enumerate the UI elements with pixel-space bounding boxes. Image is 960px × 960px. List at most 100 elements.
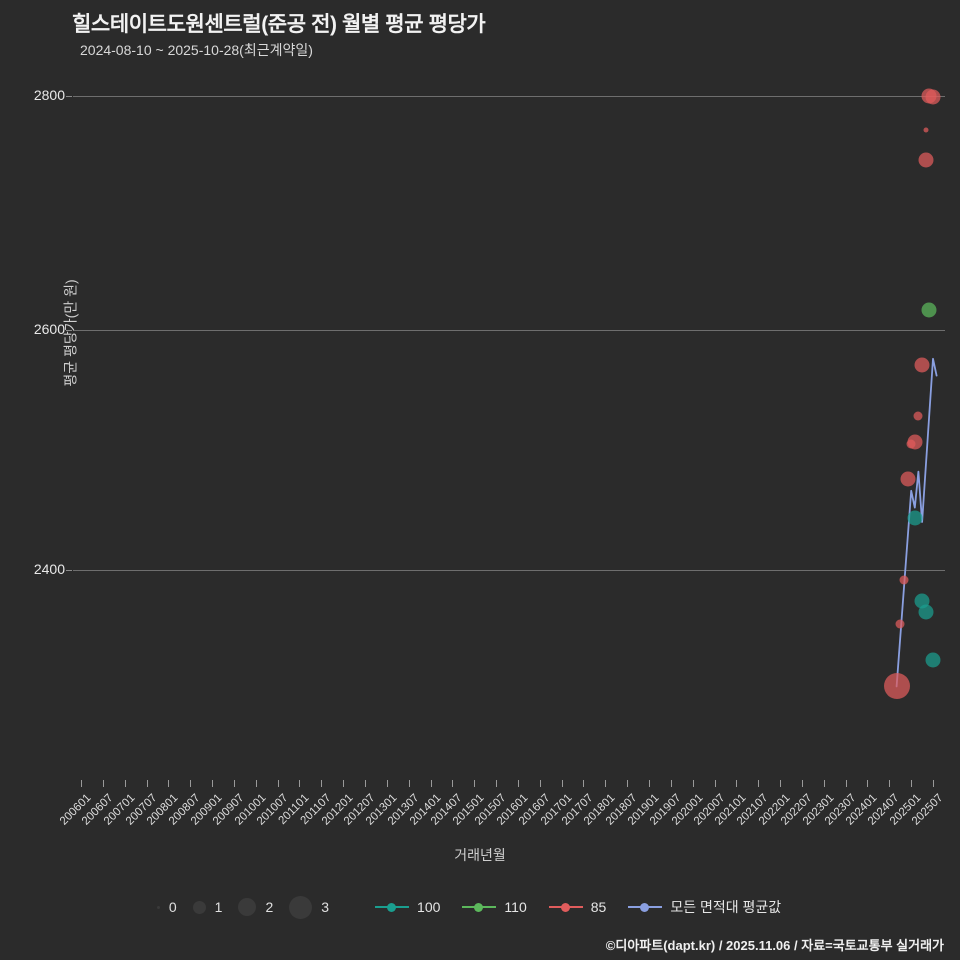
legend-item[interactable]: 100: [375, 899, 440, 915]
x-tick-mark: [736, 780, 738, 787]
x-tick-mark: [780, 780, 782, 787]
average-line: [895, 357, 938, 688]
size-legend-bubble: [289, 895, 313, 919]
x-tick-mark: [102, 780, 104, 787]
x-axis: 200601 200607 200701 200707 200801 200807 2009…: [58, 780, 945, 870]
x-tick-mark: [845, 780, 847, 787]
size-legend-item: 1: [192, 899, 223, 915]
x-tick-mark: [539, 780, 541, 787]
x-tick-mark: [321, 780, 323, 787]
x-tick-mark: [670, 780, 672, 787]
data-bubble[interactable]: [918, 152, 934, 168]
legend-marker-icon: [628, 901, 663, 913]
x-tick-mark: [583, 780, 585, 787]
data-bubble[interactable]: [883, 673, 910, 700]
x-tick-mark: [561, 780, 563, 787]
gridline: [73, 330, 945, 331]
page-title: 힐스테이트도원센트럴(준공 전) 월별 평균 평당가: [72, 13, 486, 36]
data-bubble[interactable]: [907, 510, 923, 526]
data-bubble[interactable]: [907, 434, 923, 450]
x-tick-mark: [190, 780, 192, 787]
data-bubble[interactable]: [925, 652, 941, 668]
x-tick-mark: [933, 780, 934, 787]
footer-credit: ©디아파트(dapt.kr) / 2025.11.06 / 자료=국토교통부 실…: [605, 938, 944, 953]
data-bubble[interactable]: [923, 127, 929, 133]
x-tick-mark: [823, 780, 825, 787]
x-tick-mark: [867, 780, 869, 787]
size-legend-bubble: [238, 898, 257, 916]
x-tick-mark: [801, 780, 803, 787]
size-legend-label: 0: [168, 899, 177, 915]
x-tick-mark: [517, 780, 519, 787]
legend-item[interactable]: 110: [462, 899, 527, 915]
x-tick-mark: [343, 780, 345, 787]
legend-marker-icon: [462, 901, 497, 913]
x-tick-mark: [605, 780, 607, 787]
bubble-series: [73, 88, 945, 700]
size-legend: 0 1 2 3: [156, 895, 345, 919]
x-axis-title: 거래년월: [454, 847, 506, 863]
x-tick-mark: [911, 780, 913, 787]
x-tick-mark: [714, 780, 716, 787]
size-legend-label: 2: [265, 899, 274, 915]
y-tick-mark: [66, 570, 72, 571]
legend-item[interactable]: 85: [548, 899, 607, 915]
x-tick-mark: [365, 780, 366, 787]
x-tick-mark: [889, 780, 891, 787]
x-tick-mark: [758, 780, 760, 787]
x-tick-mark: [408, 780, 410, 787]
legend-marker-icon: [375, 901, 410, 913]
x-tick-mark: [386, 780, 388, 787]
x-tick-mark: [233, 780, 235, 787]
legend-marker-icon: [548, 901, 583, 913]
size-legend-item: 3: [289, 895, 330, 919]
x-tick-mark: [81, 780, 82, 787]
y-tick-label: 2600: [33, 321, 65, 337]
size-legend-label: 3: [321, 899, 330, 915]
legend: 0 1 2 3 100 110 85 모든 면적대 평균값: [0, 890, 960, 924]
x-tick-mark: [212, 780, 214, 787]
size-legend-item: 2: [238, 898, 273, 916]
average-line-path: [895, 357, 938, 688]
chart-subtitle: 2024-08-10 ~ 2025-10-28(최근계약일): [80, 42, 313, 58]
x-tick-mark: [452, 780, 454, 787]
x-tick-mark: [496, 780, 498, 787]
legend-label: 모든 면적대 평균값: [670, 899, 782, 915]
size-legend-label: 1: [214, 899, 223, 915]
x-tick-mark: [430, 780, 432, 787]
size-legend-bubble: [192, 900, 206, 914]
data-bubble[interactable]: [900, 471, 915, 487]
x-tick-mark: [146, 780, 148, 787]
legend-label: 85: [590, 899, 607, 915]
series-legend: 100 110 85 모든 면적대 평균값: [375, 897, 803, 917]
x-tick-mark: [299, 780, 301, 787]
legend-label: 100: [417, 899, 441, 915]
data-bubble[interactable]: [899, 575, 909, 585]
x-tick-mark: [649, 780, 650, 787]
size-legend-bubble: [156, 905, 160, 909]
x-tick-mark: [277, 780, 279, 787]
data-bubble[interactable]: [925, 89, 941, 105]
x-tick-mark: [627, 780, 629, 787]
x-tick-mark: [474, 780, 476, 787]
y-axis-title: 평균 평당가(만 원): [62, 279, 79, 387]
legend-label: 110: [504, 899, 527, 915]
gridline: [73, 96, 945, 97]
gridline: [73, 570, 945, 571]
x-tick-mark: [255, 780, 257, 787]
y-tick-mark: [66, 96, 72, 97]
data-bubble[interactable]: [895, 619, 905, 629]
plot-area: 평균 평당가(만 원): [63, 88, 945, 700]
y-tick-label: 2800: [33, 87, 65, 103]
legend-item[interactable]: 모든 면적대 평균값: [628, 897, 781, 917]
data-bubble[interactable]: [913, 411, 923, 421]
x-tick-mark: [692, 780, 694, 787]
x-tick-mark: [168, 780, 170, 787]
y-tick-label: 2400: [33, 561, 65, 577]
data-bubble[interactable]: [921, 302, 937, 318]
x-tick-mark: [124, 780, 126, 787]
size-legend-item: 0: [156, 899, 177, 915]
data-bubble[interactable]: [918, 604, 934, 620]
data-bubble[interactable]: [914, 357, 930, 373]
